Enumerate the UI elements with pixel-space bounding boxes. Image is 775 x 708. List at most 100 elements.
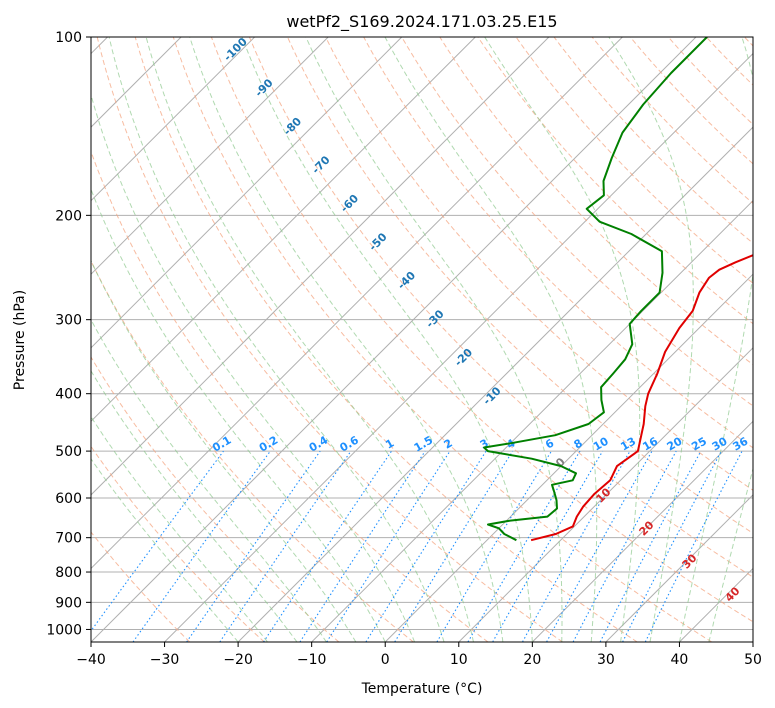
dry-adiabat: [439, 37, 753, 366]
mixing-ratio-line: [644, 450, 743, 642]
isotherm-line: [91, 37, 476, 423]
x-tick-label: −10: [297, 652, 327, 668]
plot-area: -100-90-80-70-60-50-40-30-20-10 0.1 0.2 0.…: [91, 35, 753, 642]
isotherm-line: [164, 52, 753, 642]
x-tick-label: −40: [76, 652, 106, 668]
isotherm-line: [458, 347, 753, 642]
isotherm-line: [91, 37, 550, 496]
skewed-isotherm-gridlines: [91, 37, 753, 642]
dry-adiabat: [401, 37, 753, 407]
moist-adiabat: [608, 37, 694, 642]
isotherm-line: [531, 420, 753, 642]
moist-adiabat: [189, 37, 504, 642]
dry-adiabat: [134, 37, 638, 642]
x-tick-label: −30: [150, 652, 180, 668]
mixing-ratio-line: [186, 450, 321, 642]
mixing-ratio-lines: [91, 450, 743, 642]
isotherm-line: [91, 37, 256, 202]
dry-adiabat-label: -80: [281, 115, 304, 138]
dry-adiabat-label: -10: [480, 384, 503, 407]
dry-adiabat: [91, 259, 414, 642]
moist-adiabat: [241, 37, 533, 642]
dry-adiabat: [515, 37, 753, 284]
dry-adiabat: [91, 356, 340, 642]
isotherm-line: [752, 641, 753, 642]
mixing-ratio-line: [599, 450, 702, 642]
moist-adiabat: [145, 37, 474, 642]
profile-series: [483, 37, 753, 542]
x-tick-label: 20: [523, 652, 541, 668]
moist-adiabat-label: 30: [680, 551, 700, 571]
x-tick-label: 40: [671, 652, 689, 668]
y-tick-label: 200: [55, 208, 82, 224]
x-tick-label: 10: [450, 652, 468, 668]
dry-adiabat: [667, 37, 753, 126]
dry-adiabat-label: -50: [366, 230, 389, 253]
dry-adiabat-label: -20: [452, 346, 475, 369]
y-tick-label: 100: [55, 30, 82, 46]
moist-adiabat: [108, 37, 445, 642]
mixing-ratio-line: [546, 450, 653, 642]
moist-adiabat-label: 40: [723, 584, 743, 604]
dewpoint-line: [483, 37, 708, 542]
y-axis-ticks: 1000 900 800 700 600 500 400 300 200 100: [46, 30, 91, 638]
dry-adiabat-labels: -100-90-80-70-60-50-40-30-20-10: [221, 35, 504, 408]
dry-adiabat-label: -100: [221, 35, 250, 64]
moist-adiabat: [91, 415, 268, 642]
mixing-ratio-line: [522, 450, 631, 642]
dry-adiabat: [591, 37, 753, 204]
dry-adiabats: [91, 37, 753, 642]
dry-adiabat: [325, 37, 753, 491]
plot-frame: [90, 36, 754, 643]
isotherm-line: [91, 37, 623, 570]
y-tick-label: 800: [55, 565, 82, 581]
moist-adiabat: [91, 369, 298, 642]
y-tick-label: 1000: [46, 622, 82, 638]
dry-adiabat-label: -90: [252, 76, 275, 99]
isotherm-line: [91, 37, 329, 275]
mixing-ratio-line: [326, 450, 451, 642]
moist-adiabat: [384, 37, 598, 642]
moist-adiabat-label: 20: [637, 518, 657, 538]
x-axis-label: Temperature (°C): [361, 681, 483, 697]
dry-adiabat: [91, 150, 489, 642]
moist-adiabat: [484, 37, 641, 642]
y-tick-label: 400: [55, 387, 82, 403]
y-tick-label: 300: [55, 313, 82, 329]
y-tick-label: 900: [55, 595, 82, 611]
dry-adiabat: [744, 37, 753, 47]
isotherm-line: [91, 37, 403, 349]
mixing-ratio-line: [467, 450, 581, 642]
isotherm-line: [91, 37, 697, 642]
mixing-ratio-line: [91, 450, 224, 632]
mixing-ratio-line: [572, 450, 677, 642]
isotherm-line: [237, 126, 753, 642]
mixing-ratio-line: [132, 450, 271, 642]
x-tick-label: 50: [744, 652, 762, 668]
x-tick-label: 30: [597, 652, 615, 668]
isotherm-line: [679, 567, 753, 642]
isotherm-line: [384, 273, 753, 642]
moist-adiabat: [91, 318, 327, 642]
dry-adiabat: [91, 445, 265, 642]
moist-adiabat: [91, 259, 357, 642]
mixing-ratio-line: [219, 450, 352, 642]
mixing-ratio-label: 6: [543, 436, 556, 451]
dry-adiabat: [96, 37, 563, 642]
dry-adiabat: [91, 531, 191, 642]
x-axis-ticks: −40 −30 −20 −10 0 10 20 30 40 50: [76, 642, 762, 668]
mixing-ratio-label: 1: [383, 437, 396, 452]
moist-adiabat: [305, 37, 563, 642]
mixing-ratio-line: [263, 450, 392, 642]
isotherm-line: [311, 199, 753, 642]
y-tick-label: 700: [55, 531, 82, 547]
dry-adiabat: [210, 37, 753, 623]
dry-adiabat: [172, 37, 713, 642]
dry-adiabat-label: -40: [395, 269, 418, 292]
isotherm-line: [605, 494, 753, 642]
x-tick-label: −20: [223, 652, 253, 668]
y-tick-label: 600: [55, 491, 82, 507]
mixing-ratio-line: [394, 450, 514, 642]
